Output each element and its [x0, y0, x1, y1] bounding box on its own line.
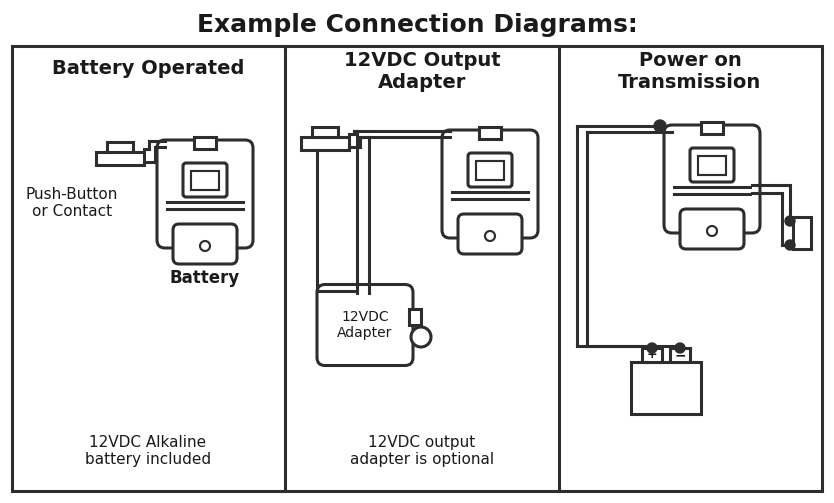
Circle shape [654, 120, 666, 132]
FancyBboxPatch shape [157, 140, 253, 248]
Bar [194, 137, 216, 149]
Text: Example Connection Diagrams:: Example Connection Diagrams: [197, 13, 637, 37]
Bar [476, 160, 504, 180]
FancyBboxPatch shape [458, 214, 522, 254]
FancyBboxPatch shape [442, 130, 538, 238]
Text: Push-Button
or Contact: Push-Button or Contact [26, 187, 118, 219]
Bar [301, 136, 349, 149]
Bar [670, 348, 690, 362]
Bar [793, 217, 811, 249]
Text: +: + [646, 349, 657, 362]
Bar [312, 126, 338, 136]
FancyBboxPatch shape [183, 163, 227, 197]
Bar [631, 362, 701, 414]
Circle shape [707, 226, 717, 236]
Bar [409, 309, 421, 325]
Bar [479, 127, 501, 139]
FancyBboxPatch shape [468, 153, 512, 187]
Bar [698, 155, 726, 175]
Bar [701, 122, 723, 134]
Circle shape [411, 327, 431, 347]
Circle shape [785, 216, 795, 226]
Text: −: − [674, 348, 686, 362]
Bar [642, 348, 662, 362]
Circle shape [485, 231, 495, 241]
Text: Power on
Transmission: Power on Transmission [618, 50, 761, 92]
FancyBboxPatch shape [664, 125, 760, 233]
Bar [107, 141, 133, 151]
Circle shape [647, 343, 657, 353]
Bar [191, 171, 219, 190]
Text: 12VDC
Adapter: 12VDC Adapter [337, 310, 393, 340]
Circle shape [675, 343, 685, 353]
FancyBboxPatch shape [173, 224, 237, 264]
FancyBboxPatch shape [317, 285, 413, 366]
FancyBboxPatch shape [680, 209, 744, 249]
Text: 12VDC Output
Adapter: 12VDC Output Adapter [344, 50, 500, 92]
Circle shape [200, 241, 210, 251]
Text: Battery Operated: Battery Operated [52, 58, 244, 77]
FancyBboxPatch shape [690, 148, 734, 182]
Text: 12VDC output
adapter is optional: 12VDC output adapter is optional [350, 435, 494, 467]
Circle shape [785, 240, 795, 250]
Bar [96, 151, 144, 164]
Text: Battery: Battery [170, 269, 240, 287]
Text: 12VDC Alkaline
battery included: 12VDC Alkaline battery included [85, 435, 211, 467]
Bar [12, 46, 822, 491]
